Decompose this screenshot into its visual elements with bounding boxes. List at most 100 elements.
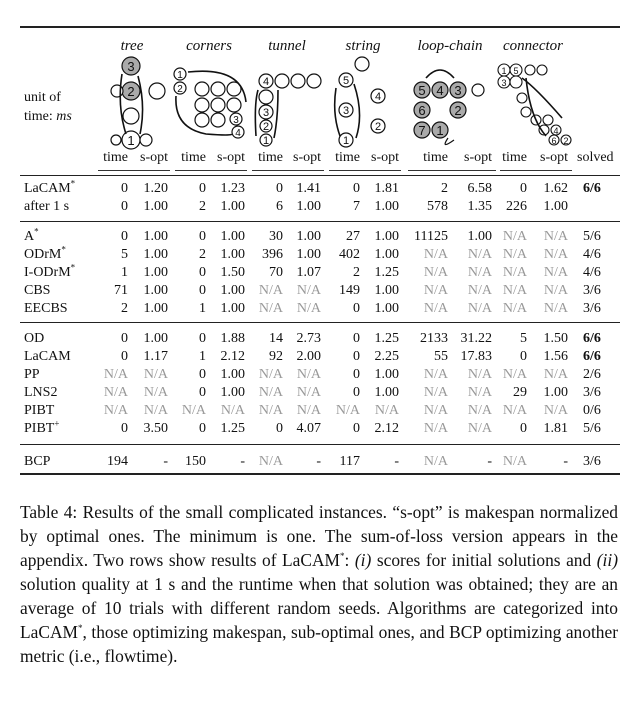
instance-title-corners: corners [186,38,232,54]
sopt-cell: 2.12 [220,349,246,364]
time-cell: 1 [199,301,206,316]
string-arrow [353,83,361,139]
time-cell: N/A [258,385,283,400]
table-row: PIBT+ 0 3.50 0 1.25 0 4.07 0 2.12 N/A N/A 0 1.81 5/6 [0,419,639,439]
sopt-cell: 1.20 [143,181,169,196]
connector-arrow [521,77,563,119]
corners-node [210,97,226,113]
caption-superscript: * [77,623,83,634]
method-name-text: after 1 s [24,199,70,214]
sopt-cell: N/A [543,403,568,418]
corners-label: 4 [235,128,241,139]
method-name: PP [24,367,40,383]
loop-chain-diagram: 5 4 3 6 2 7 1 [413,69,485,146]
sopt-cell: - [240,454,245,469]
time-cell: 2 [121,301,128,316]
top-rule [20,26,620,28]
sopt-cell: N/A [467,367,492,382]
sopt-cell: N/A [467,247,492,262]
sopt-cell: N/A [543,265,568,280]
column-group-underline [500,170,572,171]
instance-title-tunnel: tunnel [268,38,306,54]
tunnel-node [259,119,273,133]
solved-cell: 5/6 [583,421,601,436]
connector-node [560,134,572,146]
solved-cell: 4/6 [583,247,601,262]
sopt-cell: N/A [543,367,568,382]
time-cell: 0 [199,283,206,298]
caption-text: Table 4: Results of the small complicate… [20,502,618,570]
table-row: OD 0 1.00 0 1.88 14 2.73 0 1.25 2133 31.22 5 1.50 6/6 [0,331,639,349]
connector-label: 1 [501,66,506,76]
sopt-cell: N/A [374,403,399,418]
tunnel-node [258,89,274,105]
sopt-cell: 4.07 [296,421,322,436]
table-rule [20,221,620,222]
time-cell: 0 [199,229,206,244]
time-cell: 0 [276,421,283,436]
method-name-text: A [24,229,35,244]
table-row: A* 0 1.00 0 1.00 30 1.00 27 1.00 11125 1.00 N/A N/A 5… [0,227,639,247]
loop-chain-label: 4 [436,83,443,98]
method-name: LNS2 [24,385,57,401]
time-cell: 92 [269,349,283,364]
sopt-cell: 1.00 [220,229,246,244]
method-name: CBS [24,283,50,299]
sopt-cell: 1.00 [220,301,246,316]
caption-text: , those optimizing makespan, sub-optimal… [20,622,618,666]
tree-diagram: 3 2 1 [110,56,166,150]
sopt-cell: N/A [467,385,492,400]
loop-chain-label: 1 [436,123,443,138]
string-node [338,72,354,88]
sopt-cell: N/A [467,421,492,436]
time-cell: 30 [269,229,283,244]
sopt-cell: N/A [296,403,321,418]
time-cell: 0 [353,301,360,316]
sopt-cell: 1.00 [296,199,322,214]
caption-item-marker: (i) [354,550,372,570]
tree-arrow [119,73,127,135]
corners-node [173,81,187,95]
time-cell: 2 [441,181,448,196]
solved-cell: 6/6 [583,181,601,196]
time-cell: 1 [199,349,206,364]
time-cell: 0 [520,349,527,364]
time-cell: N/A [423,301,448,316]
time-column-header: time [502,150,527,165]
unit-label-line1: unit of [24,90,61,105]
column-group-underline [98,170,170,171]
time-cell: 0 [199,181,206,196]
corners-label: 2 [177,84,183,95]
time-cell: 0 [353,421,360,436]
time-cell: 0 [520,181,527,196]
solved-cell: 3/6 [583,454,601,469]
string-label: 3 [343,105,349,117]
time-cell: 5 [520,331,527,346]
method-name: LaCAM [24,349,71,365]
table-row: BCP 194-150- N/A -117- N/A - N/A -3/6 [0,454,639,472]
time-cell: 0 [121,229,128,244]
loop-chain-node [413,121,431,139]
corners-node [226,97,242,113]
method-name: I-ODrM* [24,262,76,281]
time-cell: N/A [103,403,128,418]
time-cell: 71 [114,283,128,298]
time-cell: N/A [258,403,283,418]
sopt-cell: 1.41 [296,181,322,196]
method-name-superscript: * [70,262,76,273]
time-cell: 149 [339,283,360,298]
connector-node [520,106,532,118]
sopt-cell: 1.00 [374,199,400,214]
time-cell: N/A [423,403,448,418]
time-cell: 70 [269,265,283,280]
sopt-cell: 2.25 [374,349,400,364]
sopt-cell: 1.00 [374,301,400,316]
sopt-cell: 1.00 [143,331,169,346]
time-cell: N/A [423,367,448,382]
time-cell: 402 [339,247,360,262]
sopt-cell: 31.22 [460,331,493,346]
tunnel-node [290,73,306,89]
tunnel-label: 2 [263,121,269,133]
tunnel-diagram: 4 3 2 1 [254,73,322,147]
sopt-cell: 1.62 [543,181,569,196]
